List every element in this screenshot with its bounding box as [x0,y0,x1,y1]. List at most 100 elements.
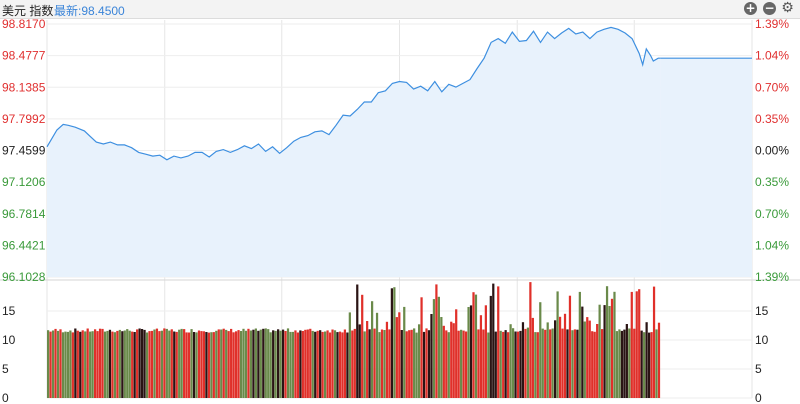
volume-bar [227,331,230,398]
volume-bar [331,329,334,398]
volume-bar [529,282,532,398]
volume-bar [289,331,292,398]
volume-bar [516,331,520,398]
volume-bar [316,330,319,398]
volume-bar [51,330,55,398]
volume-bar [178,329,181,398]
volume-bar [457,330,460,398]
volume-bar [195,332,198,398]
volume-bar [474,294,478,398]
volume-bar [311,330,314,398]
volume-bar [111,331,114,398]
volume-bar [314,331,317,398]
volume-bar [504,330,507,398]
volume-bar [328,332,332,398]
volume-bar [336,332,339,398]
volume-bar [432,299,436,398]
y-left-tick-label: 97.1206 [2,175,46,189]
volume-bar [353,328,356,398]
volume-bar [210,332,213,398]
y-right-tick-label: 1.39% [755,270,789,284]
volume-bar [440,317,443,398]
volume-bar [217,329,220,398]
volume-bar [296,332,300,398]
volume-bar [155,328,159,398]
volume-bar [467,307,470,398]
volume-bar [385,321,389,398]
gear-icon[interactable]: ⚙ [781,0,794,16]
volume-bar [81,330,84,398]
volume-bar [49,331,52,398]
vol-y-left-tick-label: 15 [2,304,16,318]
volume-bar [620,330,624,398]
volume-bar [309,328,312,398]
volume-bar [643,332,646,398]
y-right-tick-label: 1.04% [755,238,789,252]
volume-bar [326,330,329,398]
volume-bar [103,331,107,398]
volume-bar [395,317,398,398]
y-left-tick-label: 98.4777 [2,49,46,63]
volume-bar [422,331,426,398]
y-left-tick-label: 97.4599 [2,144,46,158]
volume-bar [286,328,290,398]
volume-bar [455,309,458,398]
volume-bar [509,324,512,398]
volume-bar [239,331,243,398]
zoom-out-icon[interactable]: − [763,1,776,15]
volume-bar [128,330,131,398]
volume-bar [279,330,282,398]
volume-bar [593,331,596,398]
volume-bar [150,330,154,398]
volume-bar [417,324,421,398]
volume-bar [581,306,584,398]
y-left-tick-label: 96.7814 [2,207,46,221]
volume-bar [341,332,344,398]
volume-bar [635,291,638,398]
volume-bar [264,328,267,398]
volume-bar [257,330,260,398]
volume-bar [269,332,272,398]
volume-bar [74,328,77,398]
volume-bar [519,330,522,398]
volume-bar [148,331,151,398]
y-right-tick-label: 0.35% [755,175,789,189]
vol-y-right-tick-label: 10 [755,333,769,347]
volume-bar [479,315,483,398]
volume-bar [247,328,250,398]
volume-bar [447,332,450,398]
volume-bar [338,331,342,398]
volume-bar [277,329,280,398]
volume-bar [618,329,621,398]
volume-bar [499,330,502,398]
volume-bar [489,295,492,398]
price-area [47,27,661,278]
volume-bar [299,330,302,398]
volume-bar [294,330,297,398]
volume-bar [482,329,485,398]
volume-bar [655,329,658,398]
volume-bar [306,329,309,398]
y-left-tick-label: 96.4421 [2,238,46,252]
volume-bar [84,331,87,398]
y-right-tick-label: 1.39% [755,17,789,31]
volume-bar [291,331,295,398]
volume-bar [153,329,156,398]
volume-bar [333,330,337,398]
volume-bar [126,329,129,398]
volume-bar [630,291,633,398]
vol-y-left-tick-label: 0 [2,391,9,404]
volume-bar [650,332,653,398]
volume-bar [131,331,134,398]
volume-bar [47,330,50,398]
zoom-in-icon[interactable]: + [744,1,757,15]
volume-bar [118,329,121,398]
volume-bar [249,330,253,398]
volume-bar [568,295,572,398]
volume-bar [106,330,109,398]
volume-bar [160,330,163,398]
volume-bar [267,329,270,398]
volume-bar [628,328,631,398]
chart-header: 美元 指数 最新:98.4500 + − ⚙ [0,0,800,19]
